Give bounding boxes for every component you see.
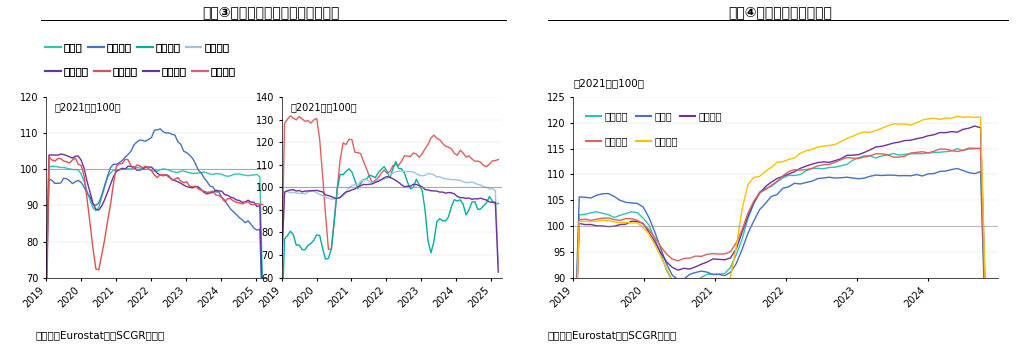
Text: （出所：EurostatよりSCGR作成）: （出所：EurostatよりSCGR作成） — [36, 330, 165, 340]
Text: 図表④　サービス生産指数: 図表④ サービス生産指数 — [728, 5, 833, 19]
Legend: イタリア, スペイン: イタリア, スペイン — [583, 133, 682, 151]
Legend: 一次金属, 金属製品, 一般機械, 輸送機械: 一次金属, 金属製品, 一般機械, 輸送機械 — [41, 62, 240, 81]
Legend: 製造業, 化学工業, 電算機類, 電気機械: 製造業, 化学工業, 電算機類, 電気機械 — [41, 38, 233, 57]
Text: （2021年＝100）: （2021年＝100） — [55, 103, 122, 112]
Text: （出所：EurostatよりSCGR作成）: （出所：EurostatよりSCGR作成） — [548, 330, 677, 340]
Text: （2021年＝100）: （2021年＝100） — [573, 78, 644, 88]
Text: 図表③　ユーロ圈の製造業生産指数: 図表③ ユーロ圈の製造業生産指数 — [203, 5, 340, 19]
Text: （2021年＝100）: （2021年＝100） — [291, 103, 357, 112]
